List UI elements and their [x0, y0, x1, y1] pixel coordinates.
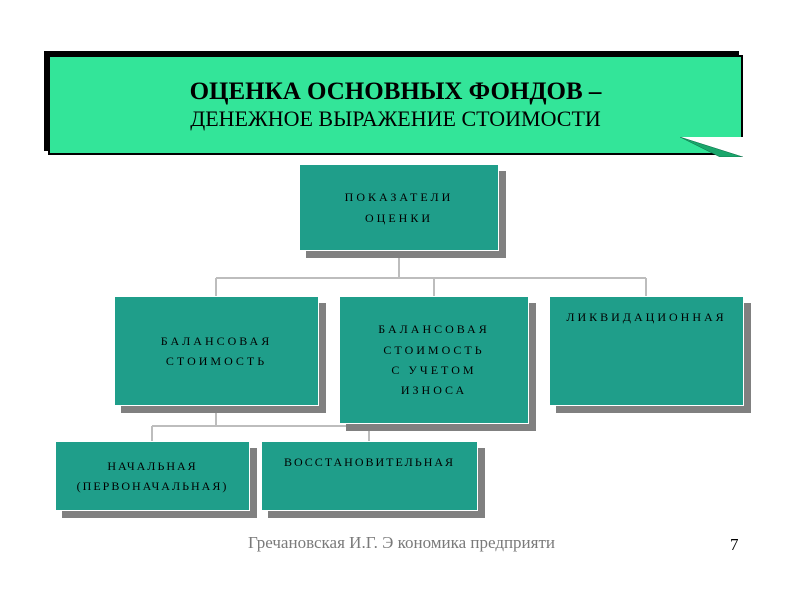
- node-text: ВОССТАНОВИТЕЛЬНАЯ: [284, 452, 455, 472]
- page-number: 7: [730, 535, 739, 555]
- node-balance: БАЛАНСОВАЯ СТОИМОСТЬ: [114, 296, 319, 406]
- node-root: ПОКАЗАТЕЛИ ОЦЕНКИ: [299, 164, 499, 251]
- node-text: СТОИМОСТЬ: [166, 351, 267, 371]
- slide-canvas: ОЦЕНКА ОСНОВНЫХ ФОНДОВ – ДЕНЕЖНОЕ ВЫРАЖЕ…: [0, 0, 800, 600]
- node-text: ЛИКВИДАЦИОННАЯ: [566, 307, 726, 327]
- node-text: СТОИМОСТЬ: [383, 340, 484, 360]
- node-text: (ПЕРВОНАЧАЛЬНАЯ): [77, 476, 229, 496]
- node-text: С УЧЕТОМ: [391, 360, 476, 380]
- header-title: ОЦЕНКА ОСНОВНЫХ ФОНДОВ –: [190, 78, 602, 106]
- header-subtitle: ДЕНЕЖНОЕ ВЫРАЖЕНИЕ СТОИМОСТИ: [190, 106, 601, 132]
- footer-text: Гречановская И.Г. Э кономика предприяти: [248, 532, 578, 553]
- node-text: БАЛАНСОВАЯ: [378, 319, 489, 339]
- node-text: ОЦЕНКИ: [365, 208, 433, 228]
- node-liquidation: ЛИКВИДАЦИОННАЯ: [549, 296, 744, 406]
- node-reconstruction: ВОССТАНОВИТЕЛЬНАЯ: [261, 441, 478, 511]
- page-fold-icon: [680, 137, 743, 157]
- header-box: ОЦЕНКА ОСНОВНЫХ ФОНДОВ – ДЕНЕЖНОЕ ВЫРАЖЕ…: [48, 55, 743, 155]
- node-text: НАЧАЛЬНАЯ: [107, 456, 197, 476]
- node-balance-wear: БАЛАНСОВАЯ СТОИМОСТЬ С УЧЕТОМ ИЗНОСА: [339, 296, 529, 424]
- node-text: БАЛАНСОВАЯ: [161, 331, 272, 351]
- node-initial: НАЧАЛЬНАЯ (ПЕРВОНАЧАЛЬНАЯ): [55, 441, 250, 511]
- node-text: ПОКАЗАТЕЛИ: [345, 187, 454, 207]
- node-text: ИЗНОСА: [401, 380, 467, 400]
